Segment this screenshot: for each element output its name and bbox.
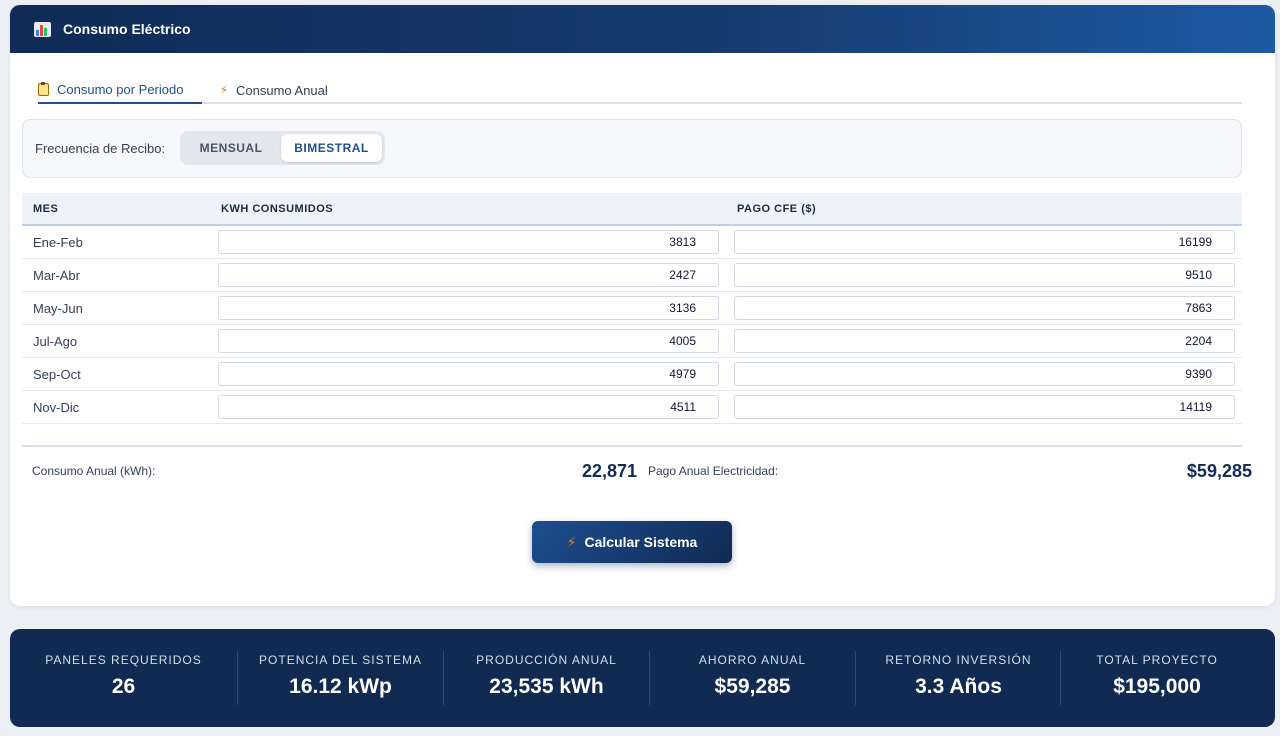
kwh-input[interactable] xyxy=(218,230,719,254)
table-row: Mar-Abr xyxy=(22,259,1242,292)
kwh-input[interactable] xyxy=(218,329,719,353)
stat-produccion: PRODUCCIÓN ANUAL 23,535 kWh xyxy=(444,629,649,727)
results-summary-bar: PANELES REQUERIDOS 26 POTENCIA DEL SISTE… xyxy=(10,629,1275,727)
clipboard-icon xyxy=(38,81,49,96)
kwh-input[interactable] xyxy=(218,395,719,419)
stat-value: $59,285 xyxy=(714,675,791,698)
stat-total: TOTAL PROYECTO $195,000 xyxy=(1061,629,1253,727)
stat-label: TOTAL PROYECTO xyxy=(1096,653,1218,667)
tab-label: Consumo Anual xyxy=(236,82,328,98)
stat-value: 26 xyxy=(111,675,136,698)
stat-value: 3.3 Años xyxy=(915,675,1002,698)
column-header-kwh: KWH CONSUMIDOS xyxy=(221,203,334,215)
month-label: Mar-Abr xyxy=(33,268,80,283)
stat-label: RETORNO INVERSIÓN xyxy=(885,653,1032,667)
stat-value: 16.12 kWp xyxy=(289,675,392,698)
month-label: Jul-Ago xyxy=(33,334,78,349)
pago-input[interactable] xyxy=(734,395,1235,419)
bimestral-option[interactable]: BIMESTRAL xyxy=(281,134,382,162)
annual-consumption-label: Consumo Anual (kWh): xyxy=(32,464,156,478)
table-divider xyxy=(22,445,1242,447)
month-label: Ene-Feb xyxy=(33,235,83,250)
pago-input[interactable] xyxy=(734,230,1235,254)
lightning-icon: ⚡ xyxy=(219,83,229,97)
stat-label: POTENCIA DEL SISTEMA xyxy=(259,653,422,667)
stat-ahorro: AHORRO ANUAL $59,285 xyxy=(650,629,855,727)
table-row: Sep-Oct xyxy=(22,358,1242,391)
tab-consumo-por-periodo[interactable]: Consumo por Periodo xyxy=(38,76,202,104)
stat-value: 23,535 kWh xyxy=(489,675,604,698)
frequency-panel: Frecuencia de Recibo: MENSUAL BIMESTRAL xyxy=(22,119,1242,178)
stat-paneles: PANELES REQUERIDOS 26 xyxy=(10,629,237,727)
table-row: Nov-Dic xyxy=(22,391,1242,424)
mensual-option[interactable]: MENSUAL xyxy=(199,141,263,155)
stat-label: PANELES REQUERIDOS xyxy=(45,653,202,667)
table-row: Jul-Ago xyxy=(22,325,1242,358)
kwh-input[interactable] xyxy=(218,263,719,287)
calcular-sistema-button[interactable]: ⚡ Calcular Sistema xyxy=(532,521,732,563)
stat-potencia: POTENCIA DEL SISTEMA 16.12 kWp xyxy=(238,629,443,727)
annual-payment-label: Pago Anual Electricidad: xyxy=(648,464,779,478)
table-row: Ene-Feb xyxy=(22,226,1242,259)
pago-input[interactable] xyxy=(734,329,1235,353)
kwh-input[interactable] xyxy=(218,362,719,386)
column-header-mes: MES xyxy=(33,203,59,215)
tab-consumo-anual[interactable]: ⚡ Consumo Anual xyxy=(218,76,328,104)
stat-value: $195,000 xyxy=(1113,675,1201,698)
table-row: May-Jun xyxy=(22,292,1242,325)
lightning-icon: ⚡ xyxy=(566,533,577,550)
month-label: May-Jun xyxy=(33,301,83,316)
kwh-input[interactable] xyxy=(218,296,719,320)
column-header-pago: PAGO CFE ($) xyxy=(737,203,817,215)
tab-label: Consumo por Periodo xyxy=(57,81,184,97)
pago-input[interactable] xyxy=(734,296,1235,320)
bar-chart-icon xyxy=(34,21,51,37)
tab-bar: Consumo por Periodo ⚡ Consumo Anual xyxy=(38,76,1242,104)
month-label: Sep-Oct xyxy=(33,367,81,382)
frequency-toggle: MENSUAL BIMESTRAL xyxy=(180,131,385,165)
table-header: MES KWH CONSUMIDOS PAGO CFE ($) xyxy=(22,193,1242,226)
stat-divider xyxy=(1060,651,1061,705)
stat-divider xyxy=(649,651,650,705)
card-header: Consumo Eléctrico xyxy=(10,5,1275,53)
annual-consumption-value: 22,871 xyxy=(581,461,637,481)
stat-divider xyxy=(855,651,856,705)
pago-input[interactable] xyxy=(734,362,1235,386)
stat-divider xyxy=(443,651,444,705)
annual-payment-value: $59,285 xyxy=(1186,461,1252,481)
consumption-table: MES KWH CONSUMIDOS PAGO CFE ($) Ene-Feb … xyxy=(22,193,1242,424)
calcular-sistema-label: Calcular Sistema xyxy=(584,534,698,550)
stat-retorno: RETORNO INVERSIÓN 3.3 Años xyxy=(856,629,1061,727)
frequency-label: Frecuencia de Recibo: xyxy=(35,141,166,156)
stat-label: AHORRO ANUAL xyxy=(698,653,807,667)
card-title: Consumo Eléctrico xyxy=(63,21,191,37)
month-label: Nov-Dic xyxy=(33,400,80,415)
stat-divider xyxy=(237,651,238,705)
pago-input[interactable] xyxy=(734,263,1235,287)
stat-label: PRODUCCIÓN ANUAL xyxy=(476,653,617,667)
